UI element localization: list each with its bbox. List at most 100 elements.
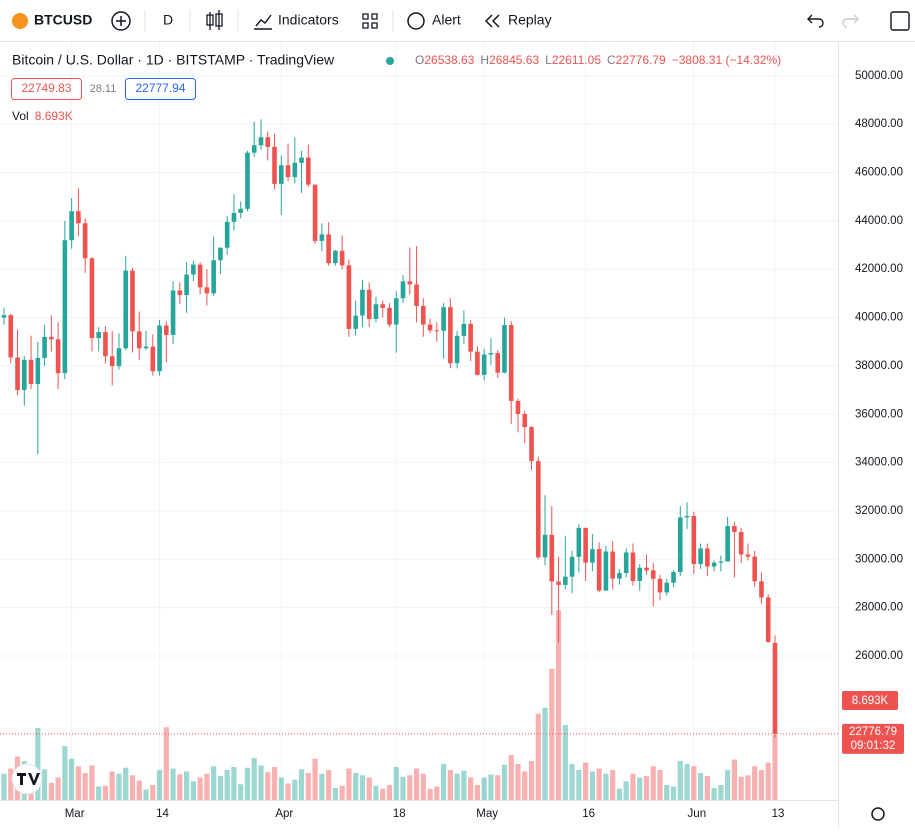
candle-body: [407, 281, 413, 285]
volume-bar: [528, 761, 535, 800]
volume-bar: [123, 767, 129, 800]
candle-body: [414, 284, 419, 306]
candle-body: [732, 526, 737, 532]
candle-body: [76, 211, 81, 224]
candle-body: [339, 250, 345, 266]
volume-bar: [522, 771, 528, 800]
volume-bar: [738, 776, 744, 800]
btc-icon: [12, 13, 28, 29]
candle-body: [204, 287, 210, 294]
volume-bar: [271, 767, 278, 800]
buy-button[interactable]: [125, 78, 196, 100]
undo-button[interactable]: [807, 14, 824, 28]
templates-button[interactable]: [362, 13, 378, 29]
toolbar: BTCUSD D Indicators Alert Replay: [0, 10, 915, 42]
volume-bar: [576, 770, 582, 800]
candle-body: [427, 324, 433, 331]
volume-bar: [366, 777, 372, 800]
volume-tag-label: 8.693K: [852, 695, 889, 707]
vol-value: 8.693K: [35, 109, 73, 123]
volume-bar: [488, 774, 494, 800]
candle-body: [49, 336, 54, 340]
candle-body: [610, 551, 615, 579]
candle-body: [752, 556, 757, 582]
countdown: 09:01:32: [851, 740, 896, 752]
candle-body: [8, 315, 14, 358]
candle-body: [116, 348, 122, 367]
candle-body: [434, 330, 440, 332]
volume-bar: [670, 786, 677, 800]
volume-bar: [170, 768, 176, 800]
candle-body: [272, 146, 277, 184]
volume-bar: [190, 781, 196, 800]
volume-bar: [718, 785, 724, 800]
redo-button[interactable]: [842, 14, 859, 28]
volume-bar: [359, 775, 366, 800]
l-value: 22611.05: [552, 53, 601, 67]
spread: 28.11: [90, 83, 117, 95]
candle-body: [1, 315, 7, 318]
settings-button[interactable]: [871, 807, 885, 821]
volume-bar: [596, 768, 602, 800]
volume-bar: [400, 776, 406, 800]
candle-body: [346, 265, 352, 329]
x-tick-label: 13: [772, 808, 785, 820]
candle-body: [556, 581, 561, 585]
candle-body: [278, 165, 284, 184]
candle-body: [150, 346, 156, 372]
candle-body: [103, 332, 108, 357]
h-value: 26845.63: [489, 53, 539, 67]
volume-bar: [8, 768, 14, 800]
candle-body: [366, 289, 372, 319]
candle-body: [461, 323, 467, 336]
chart-type-button[interactable]: [206, 10, 223, 30]
volume-bar: [197, 777, 203, 800]
candle-body: [623, 552, 629, 574]
volume-bar: [650, 766, 656, 800]
replay-button[interactable]: Replay: [508, 12, 552, 28]
volume-bar: [461, 770, 467, 800]
candle-body: [644, 567, 649, 571]
volume-bar: [515, 764, 521, 800]
settings[interactable]: [871, 807, 885, 821]
candle-body: [130, 270, 135, 332]
change: −3808.31 (−14.32%): [672, 53, 781, 67]
volume-bar: [292, 779, 298, 800]
candle-body: [123, 270, 129, 349]
plus: [116, 16, 126, 26]
indicators-icon: [254, 14, 272, 30]
volume-bar: [244, 767, 251, 800]
candle-body: [373, 304, 379, 319]
volume-bar: [143, 789, 149, 800]
candle-body: [96, 332, 101, 339]
candle-body: [136, 331, 142, 349]
volume-bar: [413, 768, 420, 800]
candle-body: [69, 211, 74, 241]
candle-body: [400, 281, 406, 299]
alert-button[interactable]: Alert: [432, 12, 461, 28]
candle-body: [265, 137, 271, 147]
candle-body: [569, 556, 575, 577]
y-tick-label: 28000.00: [855, 602, 903, 614]
x-tick-label: 16: [582, 808, 595, 820]
volume-tag: [842, 691, 898, 710]
plot-area: [0, 42, 838, 800]
candle-body: [502, 325, 507, 373]
y-tick-label: 40000.00: [855, 312, 903, 324]
candle-body: [637, 567, 643, 582]
candle-body: [164, 325, 169, 335]
volume-bar: [630, 773, 636, 800]
candle-body: [772, 642, 778, 734]
x-tick-label: Mar: [65, 808, 85, 820]
candle-body: [698, 548, 703, 565]
symbol[interactable]: BTCUSD: [34, 12, 92, 28]
indicators-button[interactable]: Indicators: [278, 12, 339, 28]
candle-body: [454, 335, 460, 364]
compare-button[interactable]: [111, 11, 131, 31]
volume-bar: [420, 773, 426, 800]
interval[interactable]: D: [163, 12, 173, 28]
sell-button[interactable]: [11, 78, 82, 100]
candle-body: [508, 325, 514, 401]
volume-bar: [697, 773, 704, 800]
fullscreen-button[interactable]: [890, 11, 910, 31]
